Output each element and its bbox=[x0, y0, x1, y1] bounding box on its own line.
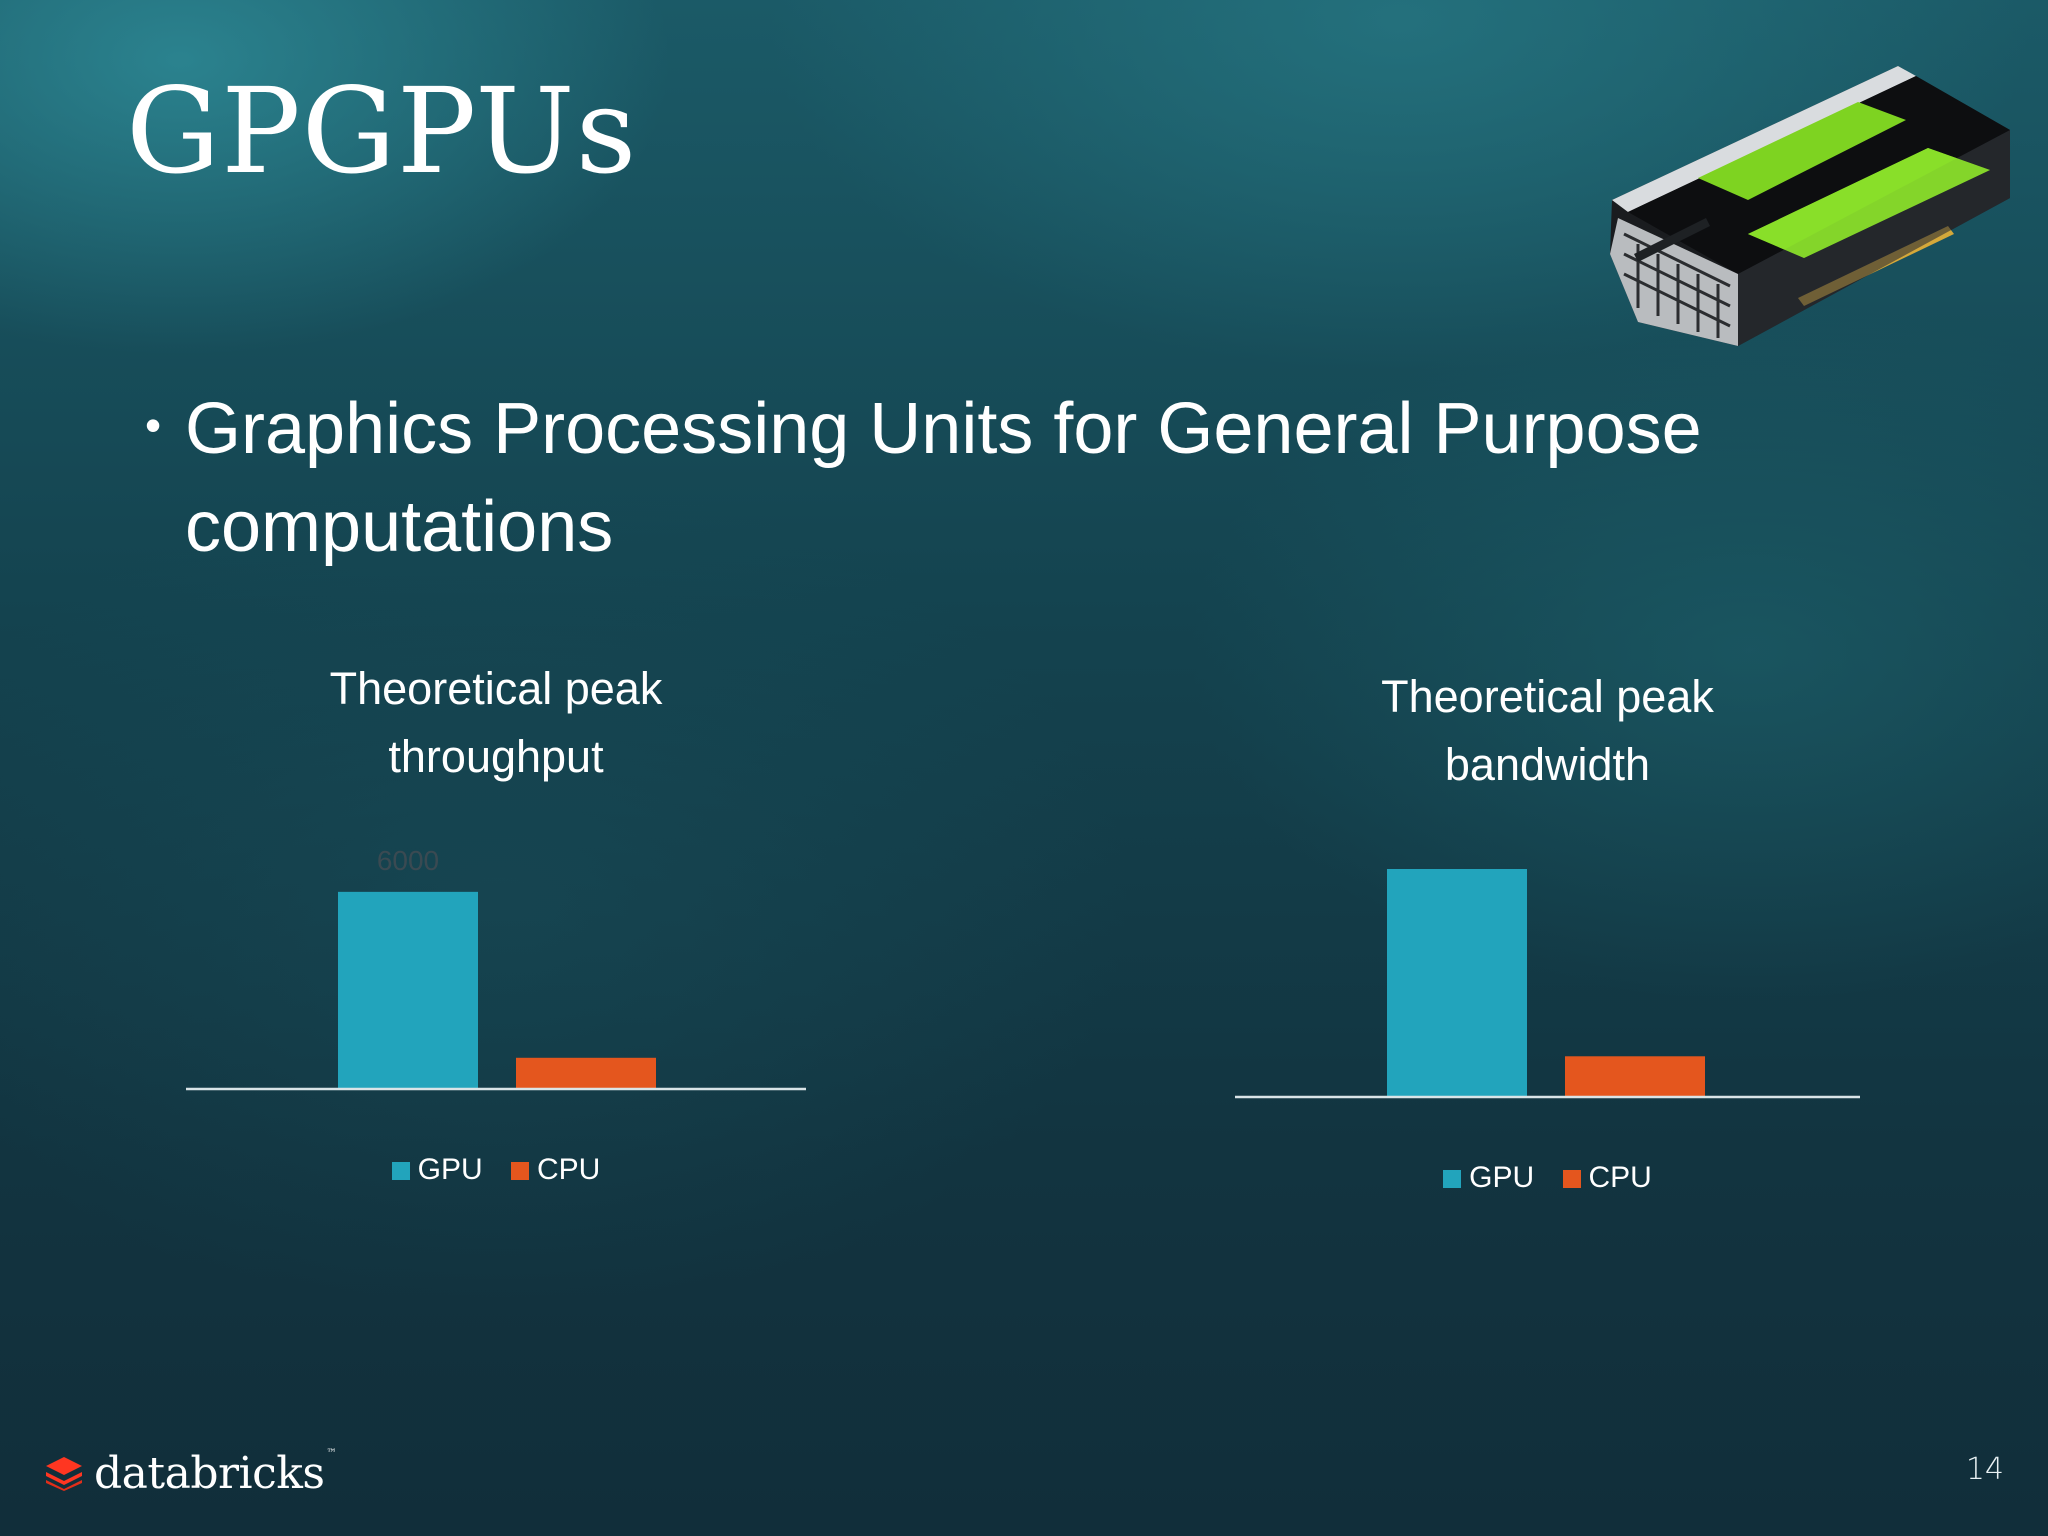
legend-item-gpu: GPU bbox=[391, 1153, 483, 1187]
legend-swatch-gpu bbox=[391, 1162, 410, 1180]
legend-label-cpu: CPU bbox=[1588, 1161, 1652, 1194]
legend-item-gpu: GPU bbox=[1443, 1161, 1534, 1195]
slide-title: GPGPUs bbox=[126, 62, 638, 200]
throughput-chart-plot: 6000 bbox=[186, 845, 806, 1091]
chart-title: Theoretical peak throughput bbox=[329, 663, 663, 782]
page-number: 14 bbox=[1965, 1452, 2004, 1487]
bar-gpu bbox=[338, 891, 478, 1089]
legend-label-cpu: CPU bbox=[537, 1153, 601, 1186]
bandwidth-chart-plot bbox=[1235, 869, 1860, 1099]
databricks-logo-icon bbox=[46, 1457, 82, 1491]
bandwidth-chart: Theoretical peak bandwidth GPU CPU bbox=[1235, 663, 1860, 1203]
gpu-card-image bbox=[1610, 66, 2010, 346]
bar-cpu bbox=[1565, 1056, 1705, 1097]
chart-legend: GPU CPU bbox=[186, 1153, 806, 1187]
brand-trademark: ™ bbox=[326, 1447, 336, 1459]
legend-swatch-cpu bbox=[1562, 1170, 1581, 1188]
bar-cpu bbox=[516, 1057, 656, 1089]
bullet-text: Graphics Processing Units for General Pu… bbox=[185, 389, 1702, 567]
chart-legend: GPU CPU bbox=[1235, 1161, 1860, 1195]
bar-gpu bbox=[1387, 869, 1527, 1097]
databricks-logo: databricks ™ bbox=[44, 1446, 336, 1500]
brand-wordmark: databricks bbox=[94, 1447, 325, 1499]
chart-title: Theoretical peak bandwidth bbox=[1381, 671, 1714, 790]
bullet-dot-icon: • bbox=[145, 399, 162, 451]
legend-item-cpu: CPU bbox=[511, 1153, 600, 1187]
brand-name: databricks ™ bbox=[94, 1448, 336, 1499]
legend-swatch-cpu bbox=[511, 1162, 529, 1180]
data-label-gpu: 6000 bbox=[377, 845, 439, 876]
legend-label-gpu: GPU bbox=[417, 1153, 483, 1186]
legend-item-cpu: CPU bbox=[1562, 1161, 1652, 1195]
legend-label-gpu: GPU bbox=[1469, 1161, 1535, 1194]
legend-swatch-gpu bbox=[1443, 1170, 1462, 1188]
throughput-chart: Theoretical peak throughput 6000 GPU CPU bbox=[186, 655, 806, 1195]
